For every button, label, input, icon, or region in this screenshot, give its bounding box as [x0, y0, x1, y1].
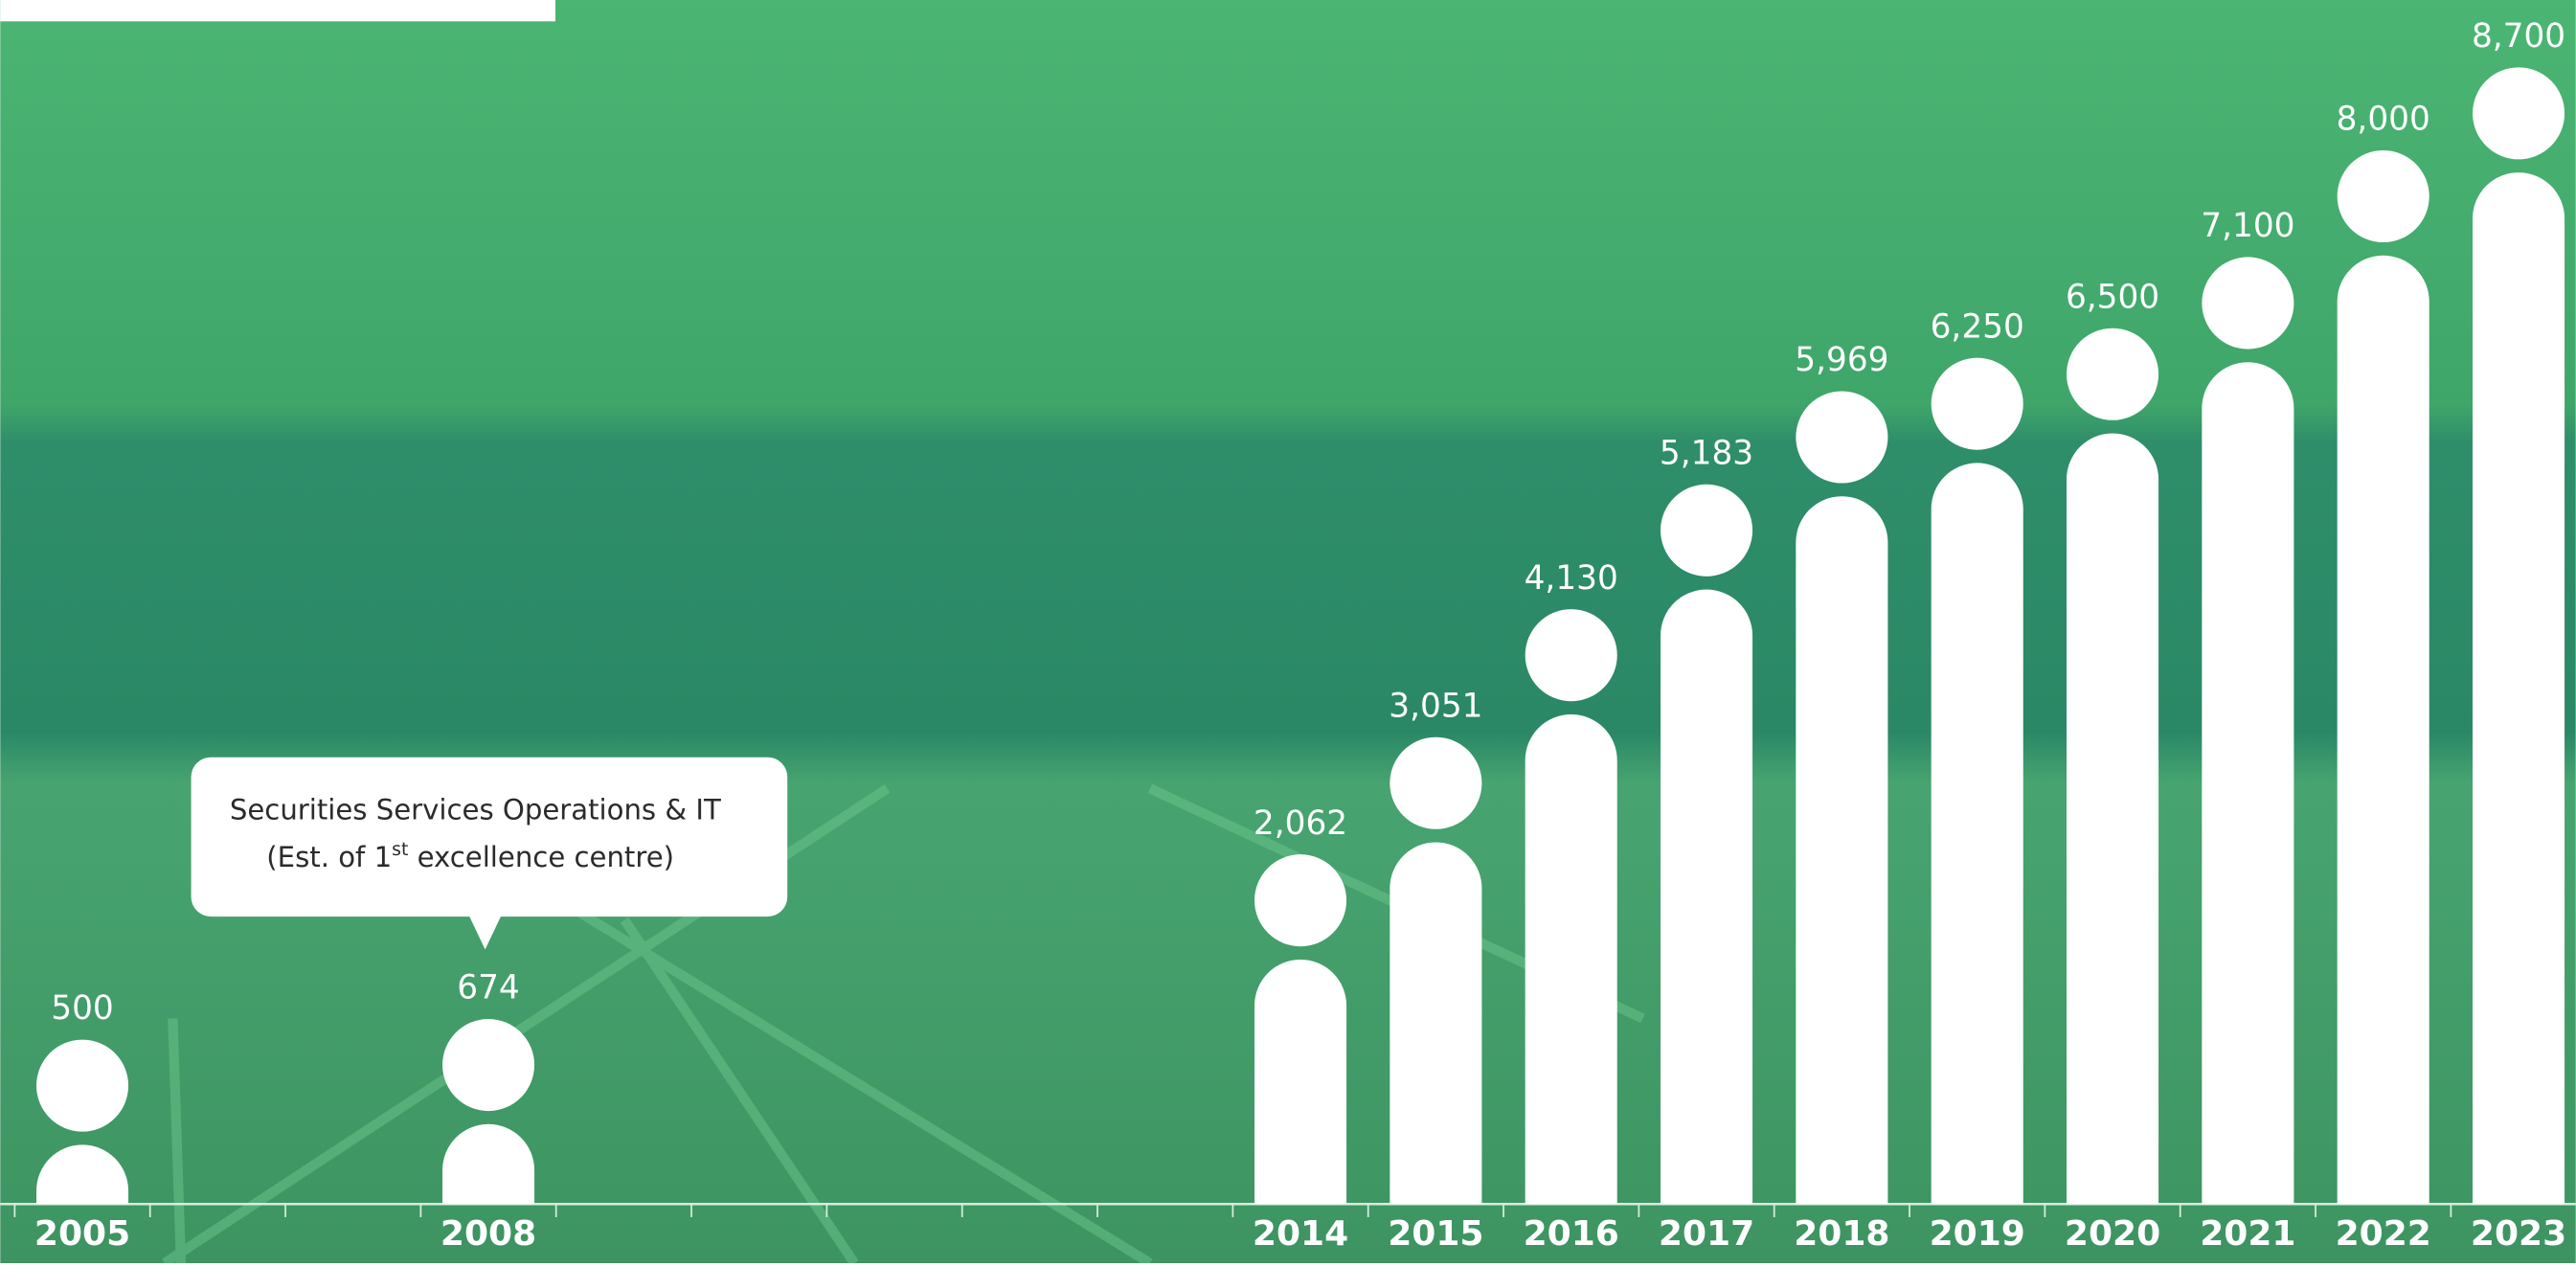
- value-label: 7,100: [2201, 207, 2294, 245]
- value-label: 674: [457, 969, 519, 1007]
- value-label: 3,051: [1389, 687, 1482, 725]
- x-tick-label: 2016: [1524, 1214, 1619, 1254]
- bar-body: [1796, 496, 1887, 1250]
- x-tick-label: 2017: [1659, 1214, 1754, 1254]
- x-tick-label: 2005: [34, 1214, 130, 1254]
- value-label: 5,969: [1795, 341, 1888, 379]
- value-label: 500: [51, 989, 113, 1028]
- annotation-note: (Est. of 1st excellence centre): [266, 838, 674, 873]
- callout-box: [192, 758, 788, 916]
- bar-head: [2202, 257, 2294, 349]
- bar-head: [2473, 67, 2565, 159]
- value-label: 4,130: [1525, 559, 1618, 598]
- bar-head: [1525, 609, 1617, 701]
- x-tick-label: 2022: [2336, 1214, 2431, 1254]
- x-tick-label: 2023: [2471, 1214, 2566, 1254]
- bar-body: [2202, 362, 2294, 1250]
- x-tick-label: 2019: [1930, 1214, 2025, 1254]
- bar-body: [1525, 714, 1617, 1250]
- bar-body: [1390, 843, 1481, 1251]
- note-end: excellence centre): [408, 841, 674, 873]
- bar-head: [36, 1040, 128, 1132]
- page: Securities Services Operations & IT (Est…: [0, 0, 2576, 1263]
- bar-head: [2067, 328, 2158, 420]
- bar-head: [442, 1019, 534, 1111]
- bar-body: [2473, 172, 2565, 1250]
- value-label: 8,000: [2337, 101, 2430, 139]
- bar-body: [2338, 256, 2429, 1251]
- value-label: 6,500: [2066, 278, 2159, 316]
- x-tick-label: 2014: [1253, 1214, 1348, 1254]
- value-label: 5,183: [1660, 434, 1753, 472]
- chart: Securities Services Operations & IT (Est…: [0, 0, 2576, 1263]
- note: (Est. of 1: [266, 841, 392, 873]
- bar-body: [1661, 590, 1752, 1251]
- value-label: 6,250: [1931, 307, 2024, 346]
- x-tick-label: 2020: [2065, 1214, 2160, 1254]
- bar-head: [2338, 150, 2429, 242]
- x-tick-label: 2021: [2200, 1214, 2295, 1254]
- x-tick-label: 2018: [1794, 1214, 1889, 1254]
- header-bar: [0, 0, 555, 21]
- bar-head: [1390, 737, 1481, 829]
- value-label: 8,700: [2472, 17, 2565, 56]
- x-tick-label: 2008: [441, 1214, 536, 1254]
- bar-body: [1932, 463, 2023, 1250]
- x-tick-label: 2015: [1388, 1214, 1483, 1254]
- note-sup: st: [392, 838, 408, 859]
- bar-head: [1661, 485, 1752, 577]
- bar-body: [2067, 433, 2158, 1250]
- bar-head: [1932, 358, 2023, 450]
- annotation-text: Securities Services Operations & IT: [230, 793, 721, 826]
- bar-head: [1254, 854, 1346, 946]
- bar-head: [1796, 391, 1887, 483]
- value-label: 2,062: [1254, 804, 1347, 843]
